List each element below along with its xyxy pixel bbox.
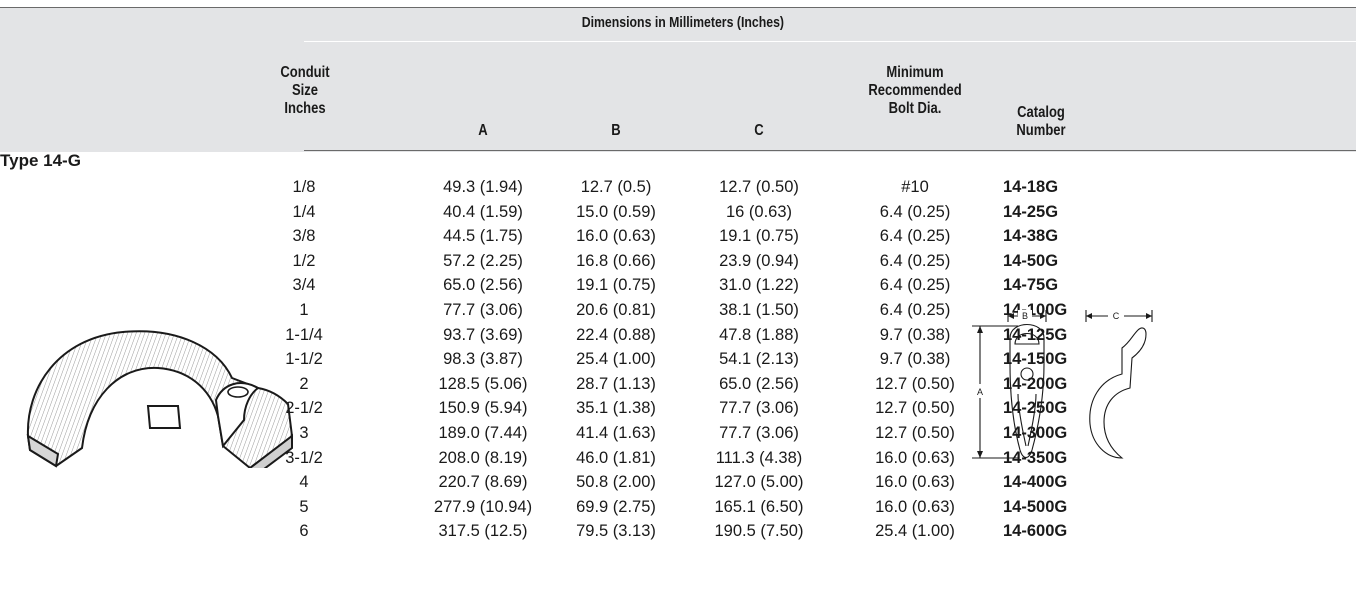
cell-a: 150.9 (5.94) [415,399,551,418]
cell-bolt: 6.4 (0.25) [852,227,978,246]
diagram-label-c: C [1113,311,1120,321]
cell-c: 127.0 (5.00) [696,473,822,492]
cell-c: 77.7 (3.06) [696,424,822,443]
cell-a: 277.9 (10.94) [415,498,551,517]
cell-b: 12.7 (0.5) [561,178,671,197]
cell-a: 44.5 (1.75) [415,227,551,246]
column-header-conduit-size: Conduit Size Inches [279,64,331,118]
cell-bolt: 6.4 (0.25) [852,276,978,295]
cell-bolt: 6.4 (0.25) [852,252,978,271]
cell-c: 54.1 (2.13) [696,350,822,369]
cell-size: 3/4 [275,276,333,295]
header-divider [304,150,1356,151]
table-row: 6 317.5 (12.5) 79.5 (3.13) 190.5 (7.50) 25.4… [0,522,1356,547]
cell-bolt: 25.4 (1.00) [852,522,978,541]
table-title: Dimensions in Millimeters (Inches) [127,14,1239,31]
cell-a: 65.0 (2.56) [415,276,551,295]
table-row: 5 277.9 (10.94) 69.9 (2.75) 165.1 (6.50) 16.… [0,498,1356,523]
table-row: 1/2 57.2 (2.25) 16.8 (0.66) 23.9 (0.94) 6.4 … [0,252,1356,277]
column-header-line: Catalog [1007,104,1074,122]
cell-size: 1/2 [275,252,333,271]
cell-c: 12.7 (0.50) [696,178,822,197]
cell-size: 1/4 [275,203,333,222]
cell-catalog-number: 14-600G [1003,522,1103,541]
column-header-line: Bolt Dia. [865,100,966,118]
cell-b: 79.5 (3.13) [561,522,671,541]
cell-size: 6 [275,522,333,541]
cell-b: 19.1 (0.75) [561,276,671,295]
column-header-line: Recommended [865,82,966,100]
cell-b: 20.6 (0.81) [561,301,671,320]
cell-bolt: 16.0 (0.63) [852,498,978,517]
column-header-catalog-number: Catalog Number [1007,104,1074,140]
cell-catalog-number: 14-18G [1003,178,1103,197]
cell-b: 22.4 (0.88) [561,326,671,345]
cell-b: 69.9 (2.75) [561,498,671,517]
cell-c: 16 (0.63) [696,203,822,222]
cell-c: 23.9 (0.94) [696,252,822,271]
column-header-bolt-dia: Minimum Recommended Bolt Dia. [865,64,966,118]
cell-a: 77.7 (3.06) [415,301,551,320]
table-row: 3/8 44.5 (1.75) 16.0 (0.63) 19.1 (0.75) 6.4 … [0,227,1356,252]
cell-b: 25.4 (1.00) [561,350,671,369]
cell-b: 46.0 (1.81) [561,449,671,468]
cell-a: 49.3 (1.94) [415,178,551,197]
cell-size: 5 [275,498,333,517]
cell-catalog-number: 14-75G [1003,276,1103,295]
column-header-line: Conduit [279,64,331,82]
cell-b: 16.8 (0.66) [561,252,671,271]
cell-b: 16.0 (0.63) [561,227,671,246]
cell-a: 128.5 (5.06) [415,375,551,394]
cell-a: 189.0 (7.44) [415,424,551,443]
cell-a: 317.5 (12.5) [415,522,551,541]
column-header-line: Minimum [865,64,966,82]
cell-a: 208.0 (8.19) [415,449,551,468]
cell-bolt: #10 [852,178,978,197]
cell-b: 41.4 (1.63) [561,424,671,443]
cell-c: 190.5 (7.50) [696,522,822,541]
cell-c: 65.0 (2.56) [696,375,822,394]
cell-catalog-number: 14-50G [1003,252,1103,271]
column-header-line: Number [1007,122,1074,140]
cell-b: 28.7 (1.13) [561,375,671,394]
cell-c: 165.1 (6.50) [696,498,822,517]
title-divider [304,41,1356,42]
cell-a: 220.7 (8.69) [415,473,551,492]
cell-catalog-number: 14-25G [1003,203,1103,222]
column-header-a: A [475,122,492,140]
cell-b: 15.0 (0.59) [561,203,671,222]
cell-b: 35.1 (1.38) [561,399,671,418]
cell-catalog-number: 14-38G [1003,227,1103,246]
cell-a: 40.4 (1.59) [415,203,551,222]
diagram-label-a: A [977,387,983,397]
type-label: Type 14-G [0,151,81,171]
table-row: 1/4 40.4 (1.59) 15.0 (0.59) 16 (0.63) 6.4 (0… [0,203,1356,228]
cell-size: 4 [275,473,333,492]
cell-a: 98.3 (3.87) [415,350,551,369]
cell-c: 19.1 (0.75) [696,227,822,246]
cell-size: 1/8 [275,178,333,197]
cell-bolt: 6.4 (0.25) [852,203,978,222]
table-row: 1/8 49.3 (1.94) 12.7 (0.5) 12.7 (0.50) #10 14… [0,178,1356,203]
column-header-line: Size [279,82,331,100]
cell-b: 50.8 (2.00) [561,473,671,492]
cell-c: 31.0 (1.22) [696,276,822,295]
cell-catalog-number: 14-500G [1003,498,1103,517]
diagram-label-b: B [1022,311,1028,321]
cell-c: 47.8 (1.88) [696,326,822,345]
cell-a: 57.2 (2.25) [415,252,551,271]
cell-c: 77.7 (3.06) [696,399,822,418]
column-header-line: Inches [279,100,331,118]
dimension-diagram: B C A [960,298,1162,478]
conduit-clamp-image [18,318,318,468]
cell-size: 3/8 [275,227,333,246]
cell-c: 111.3 (4.38) [696,449,822,468]
cell-a: 93.7 (3.69) [415,326,551,345]
cell-c: 38.1 (1.50) [696,301,822,320]
column-header-b: B [608,122,625,140]
column-header-c: C [751,122,768,140]
